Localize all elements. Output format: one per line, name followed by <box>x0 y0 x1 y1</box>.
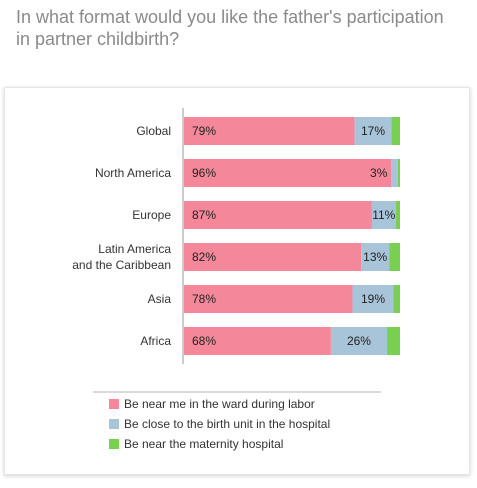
bar-latin-america-and-the-caribbean-series-3 <box>389 243 400 271</box>
bar-latin-america-and-the-caribbean-series-2 <box>361 243 390 271</box>
question-title: In what format would you like the father… <box>16 7 444 49</box>
bar-europe-series-1 <box>184 201 372 229</box>
bar-africa-series-3 <box>387 327 400 355</box>
value-label-asia-series-2: 19% <box>361 292 385 306</box>
bar-europe-series-2 <box>371 201 396 229</box>
legend-swatch-1 <box>109 399 119 409</box>
category-label-africa: Africa <box>140 334 171 348</box>
value-label-latin-america-and-the-caribbean-series-1: 82% <box>192 250 216 264</box>
value-label-global-series-1: 79% <box>192 124 216 138</box>
bar-north-america-series-1 <box>184 159 392 187</box>
bar-africa-series-2 <box>330 327 388 355</box>
value-label-global-series-2: 17% <box>361 124 385 138</box>
bar-north-america-series-2 <box>391 159 398 187</box>
bar-latin-america-and-the-caribbean-series-1 <box>184 243 362 271</box>
category-label-latin-america-and-the-caribbean: Latin America and the Caribbean <box>72 242 171 272</box>
legend-label-3: Be near the maternity hospital <box>124 437 283 451</box>
bar-global-series-1 <box>184 117 355 145</box>
value-label-europe-series-2: 11% <box>372 208 395 222</box>
legend-swatch-2 <box>109 419 119 429</box>
value-label-north-america-series-2: 3% <box>370 166 388 180</box>
bar-asia-series-2 <box>352 285 394 313</box>
category-label-asia: Asia <box>148 292 172 306</box>
stacked-bar-chart: Global 79% 17% North America 96% 3% Europe 87% 1… <box>72 108 400 451</box>
bar-global-series-3 <box>391 117 400 145</box>
bar-asia-series-3 <box>393 285 400 313</box>
bar-europe-series-3 <box>395 201 400 229</box>
bar-global-series-2 <box>354 117 392 145</box>
legend-label-2: Be close to the birth unit in the hospit… <box>124 417 330 431</box>
value-label-africa-series-1: 68% <box>192 334 216 348</box>
legend-swatch-3 <box>109 439 119 449</box>
value-label-north-america-series-1: 96% <box>192 166 216 180</box>
bar-north-america-series-3 <box>397 159 400 187</box>
value-label-asia-series-1: 78% <box>192 292 216 306</box>
bar-asia-series-1 <box>184 285 353 313</box>
chart-card: Global 79% 17% North America 96% 3% Europe 87% 1… <box>4 87 470 475</box>
legend-label-1: Be near me in the ward during labor <box>124 397 315 411</box>
value-label-latin-america-and-the-caribbean-series-2: 13% <box>363 250 387 264</box>
category-label-global: Global <box>136 124 171 138</box>
bar-africa-series-1 <box>184 327 331 355</box>
value-label-europe-series-1: 87% <box>192 208 216 222</box>
category-label-north-america: North America <box>95 166 171 180</box>
value-label-africa-series-2: 26% <box>347 334 371 348</box>
category-label-europe: Europe <box>132 208 171 222</box>
